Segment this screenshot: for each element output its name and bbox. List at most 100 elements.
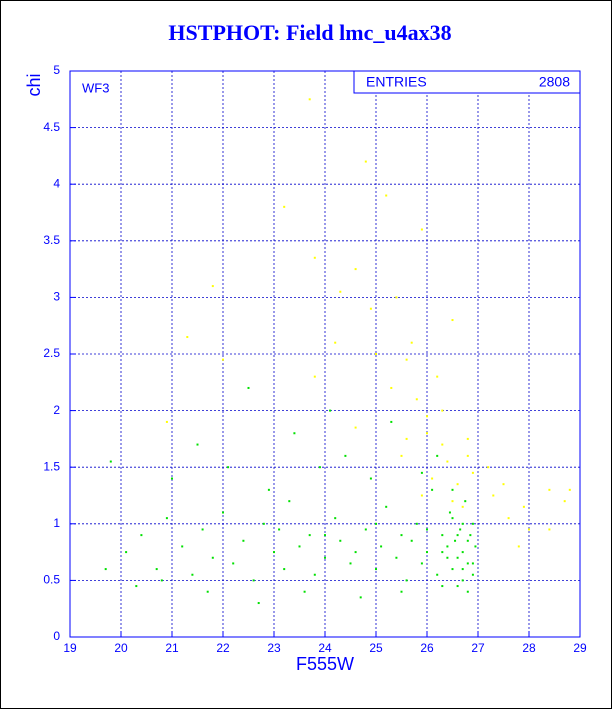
point [390, 386, 393, 389]
point [313, 573, 316, 576]
point [466, 454, 469, 457]
y-axis-label: chi [24, 73, 44, 96]
point [375, 568, 377, 571]
point [334, 517, 337, 520]
x-tick-label: 23 [267, 641, 281, 655]
point [247, 386, 250, 389]
x-tick-label: 25 [369, 641, 383, 655]
point [196, 443, 199, 446]
point [206, 590, 209, 593]
point [420, 471, 423, 474]
point [548, 488, 551, 491]
point [385, 505, 388, 508]
point [451, 319, 454, 322]
point [454, 539, 457, 542]
point [431, 477, 434, 480]
point [155, 568, 158, 571]
point [140, 534, 143, 537]
annotation: WF3 [82, 80, 109, 95]
x-tick-label: 20 [114, 641, 128, 655]
point [469, 534, 472, 537]
point [339, 290, 342, 293]
point [471, 522, 474, 525]
point [329, 409, 332, 412]
point [400, 534, 403, 537]
stats-label: ENTRIES [366, 74, 427, 90]
point [436, 375, 439, 378]
point [288, 500, 291, 503]
point [313, 256, 316, 259]
point [303, 590, 306, 593]
point [109, 460, 112, 463]
point [369, 307, 372, 310]
point [466, 562, 469, 565]
point [385, 194, 388, 197]
point [364, 528, 367, 531]
point [273, 551, 275, 554]
point [344, 454, 347, 457]
point [528, 528, 530, 531]
point [471, 573, 474, 576]
point [395, 296, 398, 299]
point [324, 534, 326, 537]
point [339, 539, 342, 542]
point [171, 477, 173, 480]
point [446, 545, 449, 548]
point [461, 568, 464, 571]
point [354, 426, 357, 429]
plot-frame [69, 70, 581, 638]
point [507, 517, 510, 520]
point [461, 522, 464, 525]
point [313, 375, 316, 378]
point [563, 500, 566, 503]
point [186, 336, 189, 339]
point [426, 528, 428, 531]
point [242, 539, 245, 542]
point [267, 488, 270, 491]
point [568, 488, 571, 491]
point [257, 602, 260, 605]
point [431, 488, 434, 491]
point [318, 466, 321, 469]
y-tick-label: 2.5 [43, 346, 60, 360]
point [410, 539, 413, 542]
point [451, 488, 454, 491]
y-tick-label: 4.5 [43, 120, 60, 134]
point [354, 551, 357, 554]
point [211, 556, 214, 559]
point [456, 556, 459, 559]
point [426, 551, 428, 554]
point [211, 285, 214, 288]
point [222, 511, 224, 514]
x-tick-label: 22 [216, 641, 230, 655]
point [448, 511, 451, 514]
point [283, 205, 286, 208]
y-tick-label: 4 [53, 176, 60, 190]
point [441, 443, 444, 446]
point [181, 545, 184, 548]
point [446, 556, 449, 559]
point [375, 522, 377, 525]
chart-title: HSTPHOT: Field lmc_u4ax38 [168, 20, 451, 45]
point [456, 534, 459, 537]
y-tick-label: 0.5 [43, 573, 60, 587]
point [466, 437, 469, 440]
point [459, 528, 462, 531]
point [456, 585, 459, 588]
point [359, 596, 362, 599]
point [104, 568, 107, 571]
point [436, 573, 439, 576]
point [474, 545, 477, 548]
point [461, 551, 464, 554]
point [436, 454, 439, 457]
x-tick-label: 28 [522, 641, 536, 655]
point [375, 353, 377, 355]
y-tick-label: 5 [53, 63, 60, 77]
point [548, 528, 551, 531]
point [369, 477, 372, 480]
x-tick-label: 24 [318, 641, 332, 655]
point [349, 562, 352, 565]
stats-value: 2808 [539, 74, 570, 90]
point [451, 517, 454, 520]
